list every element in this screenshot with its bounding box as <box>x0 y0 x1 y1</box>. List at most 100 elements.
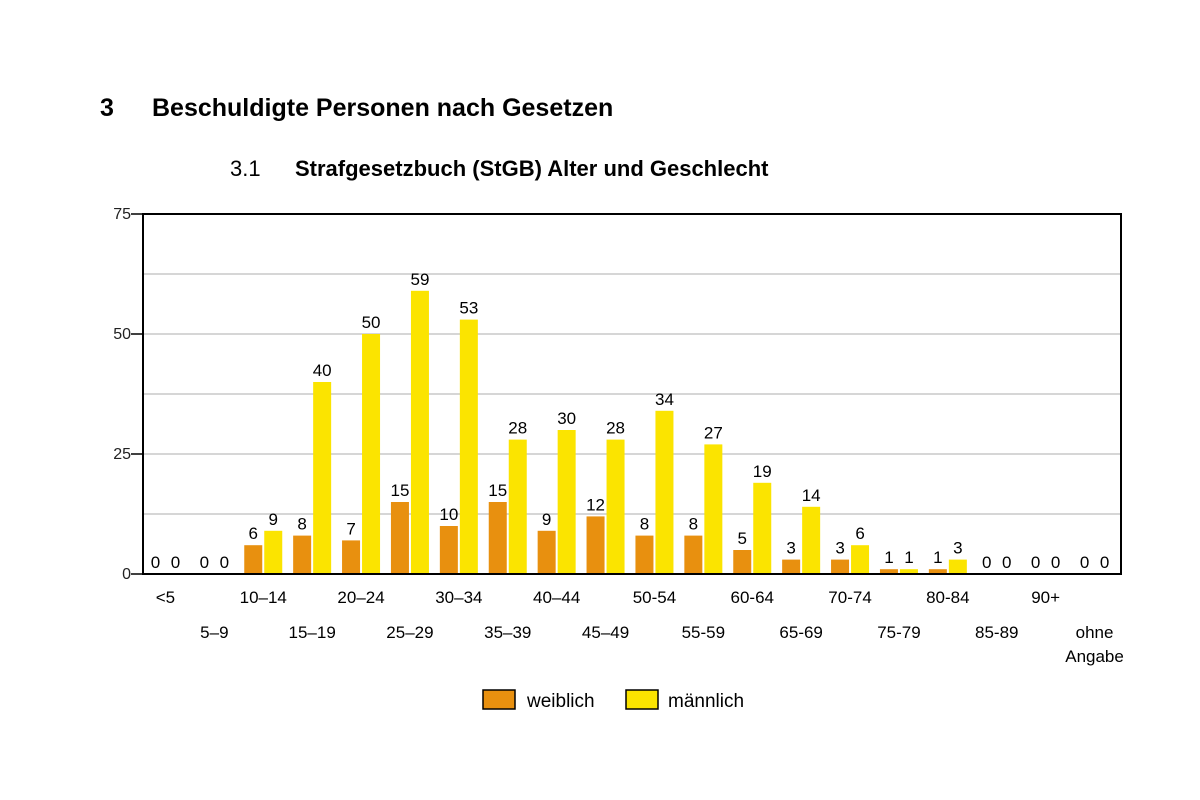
data-label: 1 <box>904 548 913 567</box>
bar-maennlich <box>704 444 723 574</box>
bar-weiblich <box>342 540 361 574</box>
data-label: 3 <box>953 539 962 558</box>
section-number: 3 <box>100 94 114 122</box>
data-label: 8 <box>640 515 649 534</box>
x-tick-label: 10–14 <box>240 588 287 607</box>
bar-weiblich <box>488 502 507 574</box>
data-label: 59 <box>410 270 429 289</box>
bar-weiblich <box>635 535 654 574</box>
legend: weiblich männlich <box>482 689 744 712</box>
data-label: 0 <box>1100 553 1109 572</box>
x-tick-label: 15–19 <box>289 623 336 642</box>
data-label: 40 <box>313 361 332 380</box>
bar-maennlich <box>410 290 429 574</box>
data-label: 53 <box>459 299 478 318</box>
x-tick-label: Angabe <box>1065 647 1124 666</box>
bar-maennlich <box>802 506 821 574</box>
bar-maennlich <box>606 439 625 574</box>
y-tick-label: 25 <box>113 446 131 463</box>
data-label: 19 <box>753 462 772 481</box>
bar-maennlich <box>557 430 576 574</box>
x-tick-label: 60-64 <box>731 588 774 607</box>
legend-label: männlich <box>668 691 744 712</box>
data-label: 9 <box>542 510 551 529</box>
data-label: 0 <box>220 553 229 572</box>
data-label: 15 <box>488 481 507 500</box>
data-label: 5 <box>738 529 747 548</box>
data-label: 10 <box>439 505 458 524</box>
bar-maennlich <box>899 569 918 574</box>
x-tick-label: 40–44 <box>533 588 580 607</box>
bar-weiblich <box>782 559 801 574</box>
data-label: 14 <box>802 486 821 505</box>
x-tick-label: 50-54 <box>633 588 676 607</box>
plot-frame <box>142 213 1122 575</box>
bar-maennlich <box>362 334 381 574</box>
bar-maennlich <box>313 382 332 574</box>
bar-weiblich <box>390 502 409 574</box>
x-tick-label: 80-84 <box>926 588 969 607</box>
bar-weiblich <box>684 535 703 574</box>
bar-weiblich <box>733 550 752 574</box>
x-axis-labels: <5 5–9 10–1415–1920–2425–2930–3435–3940–44… <box>156 588 1124 666</box>
y-tick-label: 0 <box>122 566 131 583</box>
bar-maennlich <box>264 530 283 574</box>
x-tick-label: 5–9 <box>200 623 228 642</box>
data-label: 50 <box>362 313 381 332</box>
bar-weiblich <box>879 569 898 574</box>
data-label: 28 <box>606 419 625 438</box>
bar-maennlich <box>851 545 870 574</box>
x-tick-label: 70-74 <box>828 588 871 607</box>
legend-swatch-maennlich <box>625 689 659 710</box>
bar-weiblich <box>537 530 556 574</box>
data-label: 15 <box>390 481 409 500</box>
data-label: 27 <box>704 423 723 442</box>
x-tick-label: ohne <box>1076 623 1114 642</box>
x-tick-label: 35–39 <box>484 623 531 642</box>
bar-weiblich <box>244 545 263 574</box>
x-tick-label: 45–49 <box>582 623 629 642</box>
data-label: 0 <box>151 553 160 572</box>
bar-weiblich <box>293 535 312 574</box>
x-tick-label: 90+ <box>1031 588 1060 607</box>
subsection-number: 3.1 <box>230 156 261 181</box>
data-label: 28 <box>508 419 527 438</box>
data-label: 12 <box>586 495 605 514</box>
x-tick-label: 30–34 <box>435 588 482 607</box>
section-heading: 3 Beschuldigte Personen nach Gesetzen <box>100 94 613 123</box>
bar-maennlich <box>753 482 772 574</box>
data-label: 6 <box>249 524 258 543</box>
data-label: 30 <box>557 409 576 428</box>
section-title: Beschuldigte Personen nach Gesetzen <box>152 94 614 122</box>
data-label: 0 <box>1051 553 1060 572</box>
legend-swatch-weiblich <box>482 689 516 710</box>
data-label: 0 <box>982 553 991 572</box>
data-label: 0 <box>1080 553 1089 572</box>
x-tick-label: 55-59 <box>682 623 725 642</box>
data-label: 8 <box>689 515 698 534</box>
chart-subheading: 3.1 Strafgesetzbuch (StGB) Alter und Gesc… <box>230 156 768 182</box>
data-label: 1 <box>933 548 942 567</box>
legend-label: weiblich <box>526 691 595 712</box>
x-tick-label: 20–24 <box>337 588 384 607</box>
y-axis: 0 25 50 75 <box>113 206 143 583</box>
data-label: 1 <box>884 548 893 567</box>
data-label: 0 <box>200 553 209 572</box>
bar-maennlich <box>459 319 478 574</box>
data-label: 0 <box>1031 553 1040 572</box>
gridlines <box>143 213 1121 515</box>
x-tick-label: 25–29 <box>386 623 433 642</box>
data-label: 34 <box>655 390 674 409</box>
data-label: 9 <box>269 510 278 529</box>
data-label: 7 <box>346 519 355 538</box>
x-tick-label: 85-89 <box>975 623 1018 642</box>
bar-maennlich <box>508 439 527 574</box>
y-tick-label: 75 <box>113 206 131 223</box>
data-label: 6 <box>855 524 864 543</box>
x-tick-label: 65-69 <box>779 623 822 642</box>
bar-weiblich <box>586 516 605 574</box>
data-label: 8 <box>297 515 306 534</box>
value-labels: 0 0 0 069 8407501559105315289301228834827519… <box>151 270 1110 572</box>
data-label: 3 <box>835 539 844 558</box>
